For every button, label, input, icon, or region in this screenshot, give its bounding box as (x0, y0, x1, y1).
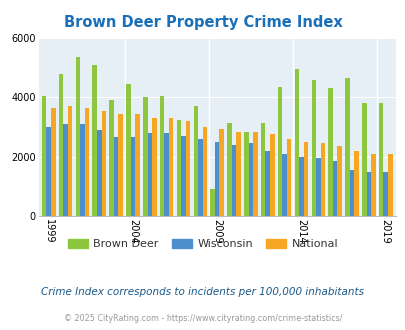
Text: Crime Index corresponds to incidents per 100,000 inhabitants: Crime Index corresponds to incidents per… (41, 287, 364, 297)
Bar (160, 96, 164, 216)
Bar (328, 88, 332, 216)
Bar (143, 97, 147, 216)
Bar (344, 78, 349, 216)
Text: © 2025 CityRating.com - https://www.cityrating.com/crime-statistics/: © 2025 CityRating.com - https://www.city… (64, 314, 341, 323)
Bar (59, 74, 63, 216)
Bar (51, 108, 55, 216)
Bar (286, 139, 291, 216)
Bar (298, 157, 303, 216)
Bar (337, 147, 341, 216)
Bar (68, 106, 72, 216)
Bar (118, 114, 123, 216)
Bar (361, 103, 366, 216)
Bar (349, 170, 354, 216)
Bar (80, 124, 85, 216)
Bar (311, 80, 315, 216)
Bar (214, 142, 219, 216)
Bar (227, 123, 231, 216)
Bar (370, 154, 375, 216)
Bar (332, 161, 337, 216)
Bar (281, 154, 286, 216)
Bar (152, 118, 156, 216)
Bar (253, 131, 257, 216)
Bar (75, 57, 80, 216)
Bar (366, 172, 370, 216)
Bar (130, 137, 135, 216)
Bar (193, 106, 198, 216)
Bar (202, 127, 207, 216)
Text: Brown Deer Property Crime Index: Brown Deer Property Crime Index (64, 15, 341, 30)
Bar (176, 120, 181, 216)
Bar (320, 143, 324, 216)
Bar (236, 131, 240, 216)
Bar (185, 121, 190, 216)
Bar (210, 189, 214, 216)
Bar (243, 131, 248, 216)
Bar (126, 84, 130, 216)
Bar (109, 100, 113, 216)
Bar (97, 130, 101, 216)
Bar (147, 133, 152, 216)
Bar (219, 128, 224, 216)
Bar (92, 65, 97, 216)
Bar (113, 137, 118, 216)
Bar (101, 111, 106, 216)
Bar (42, 96, 46, 216)
Bar (294, 69, 298, 216)
Bar (46, 127, 51, 216)
Bar (164, 133, 168, 216)
Bar (387, 154, 392, 216)
Bar (382, 172, 387, 216)
Bar (260, 123, 265, 216)
Bar (354, 151, 358, 216)
Bar (168, 118, 173, 216)
Bar (198, 139, 202, 216)
Bar (315, 158, 320, 216)
Bar (85, 108, 89, 216)
Legend: Brown Deer, Wisconsin, National: Brown Deer, Wisconsin, National (63, 234, 342, 253)
Bar (248, 143, 253, 216)
Bar (63, 124, 68, 216)
Bar (378, 103, 382, 216)
Bar (135, 114, 139, 216)
Bar (303, 142, 307, 216)
Bar (265, 151, 269, 216)
Bar (269, 135, 274, 216)
Bar (277, 87, 281, 216)
Bar (181, 136, 185, 216)
Bar (231, 145, 236, 216)
